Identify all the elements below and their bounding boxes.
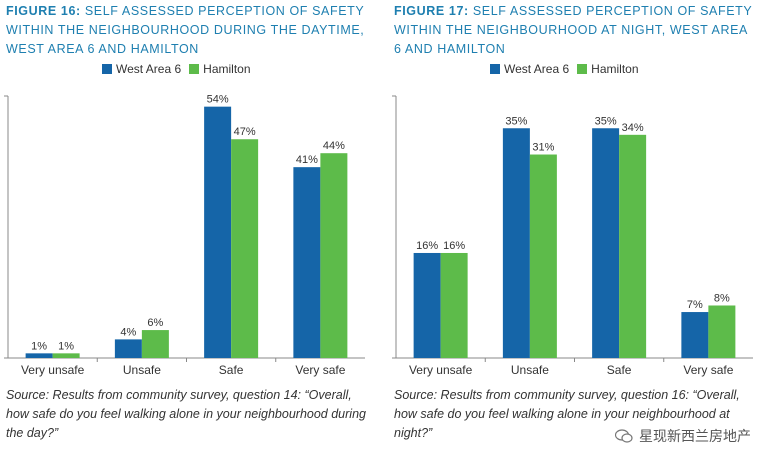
bar-hamilton	[320, 153, 348, 358]
data-label-hamilton: 1%	[58, 340, 74, 352]
legend-item-west: West Area 6	[102, 62, 181, 76]
data-label-hamilton: 8%	[714, 292, 730, 304]
bar-hamilton	[231, 139, 259, 358]
watermark-text: 星现新西兰房地产	[639, 428, 751, 444]
data-label-hamilton: 47%	[234, 126, 256, 138]
bar-hamilton	[141, 330, 169, 358]
bar-west-area-6	[413, 252, 441, 358]
data-label-hamilton: 34%	[622, 122, 644, 134]
figure-17-legend: West Area 6 Hamilton	[490, 62, 647, 76]
x-tick-label: Safe	[219, 363, 244, 377]
legend-label-hamilton: Hamilton	[591, 62, 639, 76]
data-label-west-area-6: 35%	[595, 115, 617, 127]
figure-16-panel: FIGURE 16: SELF ASSESSED PERCEPTION OF S…	[0, 0, 375, 468]
bar-hamilton	[52, 353, 80, 358]
legend-swatch-west	[102, 64, 112, 74]
legend-swatch-hamilton	[189, 64, 200, 74]
bar-west-area-6	[502, 128, 530, 358]
figure-16-legend: West Area 6 Hamilton	[102, 62, 259, 76]
data-label-hamilton: 16%	[443, 240, 465, 252]
x-tick-label: Unsafe	[511, 363, 549, 377]
legend-item-hamilton: Hamilton	[189, 62, 251, 76]
legend-item-west: West Area 6	[490, 62, 569, 76]
data-label-hamilton: 31%	[532, 142, 554, 154]
watermark: 星现新西兰房地产	[614, 426, 751, 446]
bar-hamilton	[529, 154, 557, 358]
figure-16-title-text: SELF ASSESSED PERCEPTION OF SAFETY WITHI…	[6, 4, 365, 56]
data-label-west-area-6: 4%	[120, 326, 136, 338]
bar-hamilton	[440, 252, 468, 358]
figure-16-chart: 1% 1% Very unsafe 4% 6% Unsafe 54% 47% Safe 41% 44…	[4, 94, 365, 377]
data-label-west-area-6: 7%	[687, 299, 703, 311]
bar-west-area-6	[25, 353, 53, 358]
data-label-hamilton: 44%	[323, 140, 345, 152]
bar-west-area-6	[114, 339, 142, 358]
figure-16-label: FIGURE 16:	[6, 4, 81, 18]
bar-west-area-6	[204, 106, 232, 358]
x-tick-label: Very unsafe	[409, 363, 473, 377]
legend-swatch-west	[490, 64, 500, 74]
data-label-hamilton: 6%	[147, 317, 163, 329]
figure-17-title-text: SELF ASSESSED PERCEPTION OF SAFETY WITHI…	[394, 4, 753, 56]
data-label-west-area-6: 35%	[505, 115, 527, 127]
wechat-icon	[614, 429, 633, 443]
legend-label-hamilton: Hamilton	[203, 62, 251, 76]
figure-17-title: FIGURE 17: SELF ASSESSED PERCEPTION OF S…	[394, 2, 754, 59]
x-tick-label: Very unsafe	[21, 363, 85, 377]
bar-west-area-6	[592, 128, 620, 358]
bar-west-area-6	[293, 167, 321, 358]
legend-label-west: West Area 6	[504, 62, 570, 76]
bar-west-area-6	[681, 312, 709, 358]
figure-17-chart: 16% 16% Very unsafe 35% 31% Unsafe 35% 34% Safe 7…	[392, 95, 753, 377]
data-label-west-area-6: 1%	[31, 340, 47, 352]
data-label-west-area-6: 41%	[296, 154, 318, 166]
legend-item-hamilton: Hamilton	[577, 62, 639, 76]
data-label-west-area-6: 16%	[416, 240, 438, 252]
figure-17-source: Source: Results from community survey, q…	[394, 388, 740, 440]
bar-hamilton	[619, 134, 647, 358]
figure-16-source: Source: Results from community survey, q…	[6, 388, 366, 440]
data-label-west-area-6: 54%	[207, 94, 229, 106]
figure-16-title: FIGURE 16: SELF ASSESSED PERCEPTION OF S…	[6, 2, 366, 59]
bar-hamilton	[708, 305, 736, 358]
legend-swatch-hamilton	[577, 64, 588, 74]
x-tick-label: Unsafe	[123, 363, 161, 377]
x-tick-label: Very safe	[683, 363, 733, 377]
figure-17-panel: FIGURE 17: SELF ASSESSED PERCEPTION OF S…	[388, 0, 763, 468]
figure-17-label: FIGURE 17:	[394, 4, 469, 18]
x-tick-label: Very safe	[295, 363, 345, 377]
legend-label-west: West Area 6	[116, 62, 182, 76]
x-tick-label: Safe	[607, 363, 632, 377]
